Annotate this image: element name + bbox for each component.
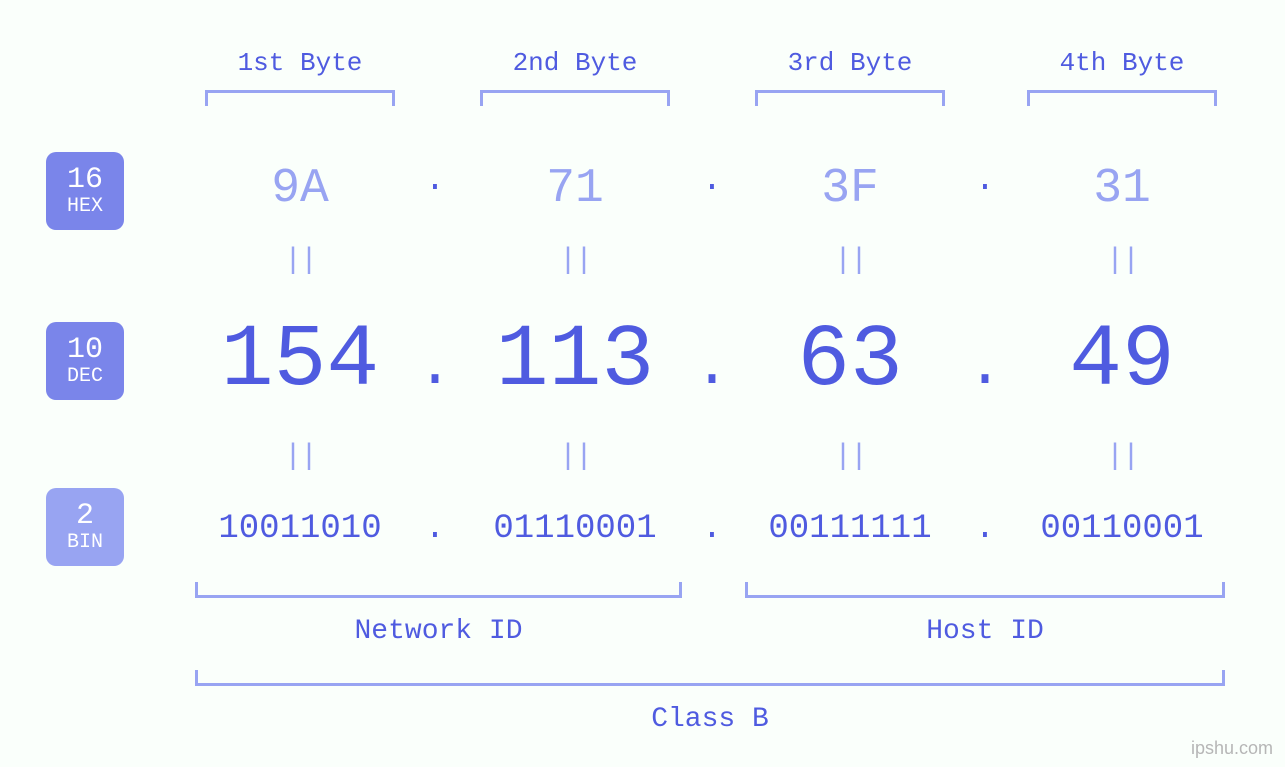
byte-label-4: 4th Byte (1012, 48, 1232, 78)
dec-value-1: 154 (170, 312, 430, 411)
dec-value-2: 113 (445, 312, 705, 411)
byte-label-2: 2nd Byte (465, 48, 685, 78)
bin-dot-1: . (415, 510, 455, 548)
dec-dot-2: . (692, 334, 732, 402)
equals-1-2: || (555, 440, 595, 474)
region-bracket-1 (745, 582, 1225, 598)
badge-number: 16 (67, 165, 103, 195)
byte-bracket-1 (205, 90, 395, 106)
equals-1-4: || (1102, 440, 1142, 474)
bin-value-2: 01110001 (445, 510, 705, 548)
badge-number: 2 (76, 501, 94, 531)
badge-label: HEX (67, 197, 103, 217)
region-label-0: Network ID (195, 616, 682, 647)
bin-dot-3: . (965, 510, 1005, 548)
equals-1-3: || (830, 440, 870, 474)
dec-value-3: 63 (720, 312, 980, 411)
badge-label: DEC (67, 367, 103, 387)
hex-value-4: 31 (992, 162, 1252, 216)
base-badge-dec: 10DEC (46, 322, 124, 400)
hex-value-1: 9A (170, 162, 430, 216)
byte-label-1: 1st Byte (190, 48, 410, 78)
hex-dot-2: . (692, 162, 732, 200)
watermark: ipshu.com (1191, 738, 1273, 759)
class-bracket (195, 670, 1225, 686)
region-label-1: Host ID (745, 616, 1225, 647)
byte-bracket-2 (480, 90, 670, 106)
byte-bracket-3 (755, 90, 945, 106)
equals-0-3: || (830, 244, 870, 278)
class-label: Class B (195, 704, 1225, 735)
hex-dot-1: . (415, 162, 455, 200)
equals-0-2: || (555, 244, 595, 278)
dec-dot-1: . (415, 334, 455, 402)
equals-1-1: || (280, 440, 320, 474)
base-badge-hex: 16HEX (46, 152, 124, 230)
hex-dot-3: . (965, 162, 1005, 200)
badge-label: BIN (67, 533, 103, 553)
region-bracket-0 (195, 582, 682, 598)
bin-value-4: 00110001 (992, 510, 1252, 548)
bin-value-3: 00111111 (720, 510, 980, 548)
badge-number: 10 (67, 335, 103, 365)
bin-dot-2: . (692, 510, 732, 548)
equals-0-1: || (280, 244, 320, 278)
dec-dot-3: . (965, 334, 1005, 402)
hex-value-2: 71 (445, 162, 705, 216)
base-badge-bin: 2BIN (46, 488, 124, 566)
hex-value-3: 3F (720, 162, 980, 216)
byte-bracket-4 (1027, 90, 1217, 106)
dec-value-4: 49 (992, 312, 1252, 411)
equals-0-4: || (1102, 244, 1142, 278)
bin-value-1: 10011010 (170, 510, 430, 548)
byte-label-3: 3rd Byte (740, 48, 960, 78)
